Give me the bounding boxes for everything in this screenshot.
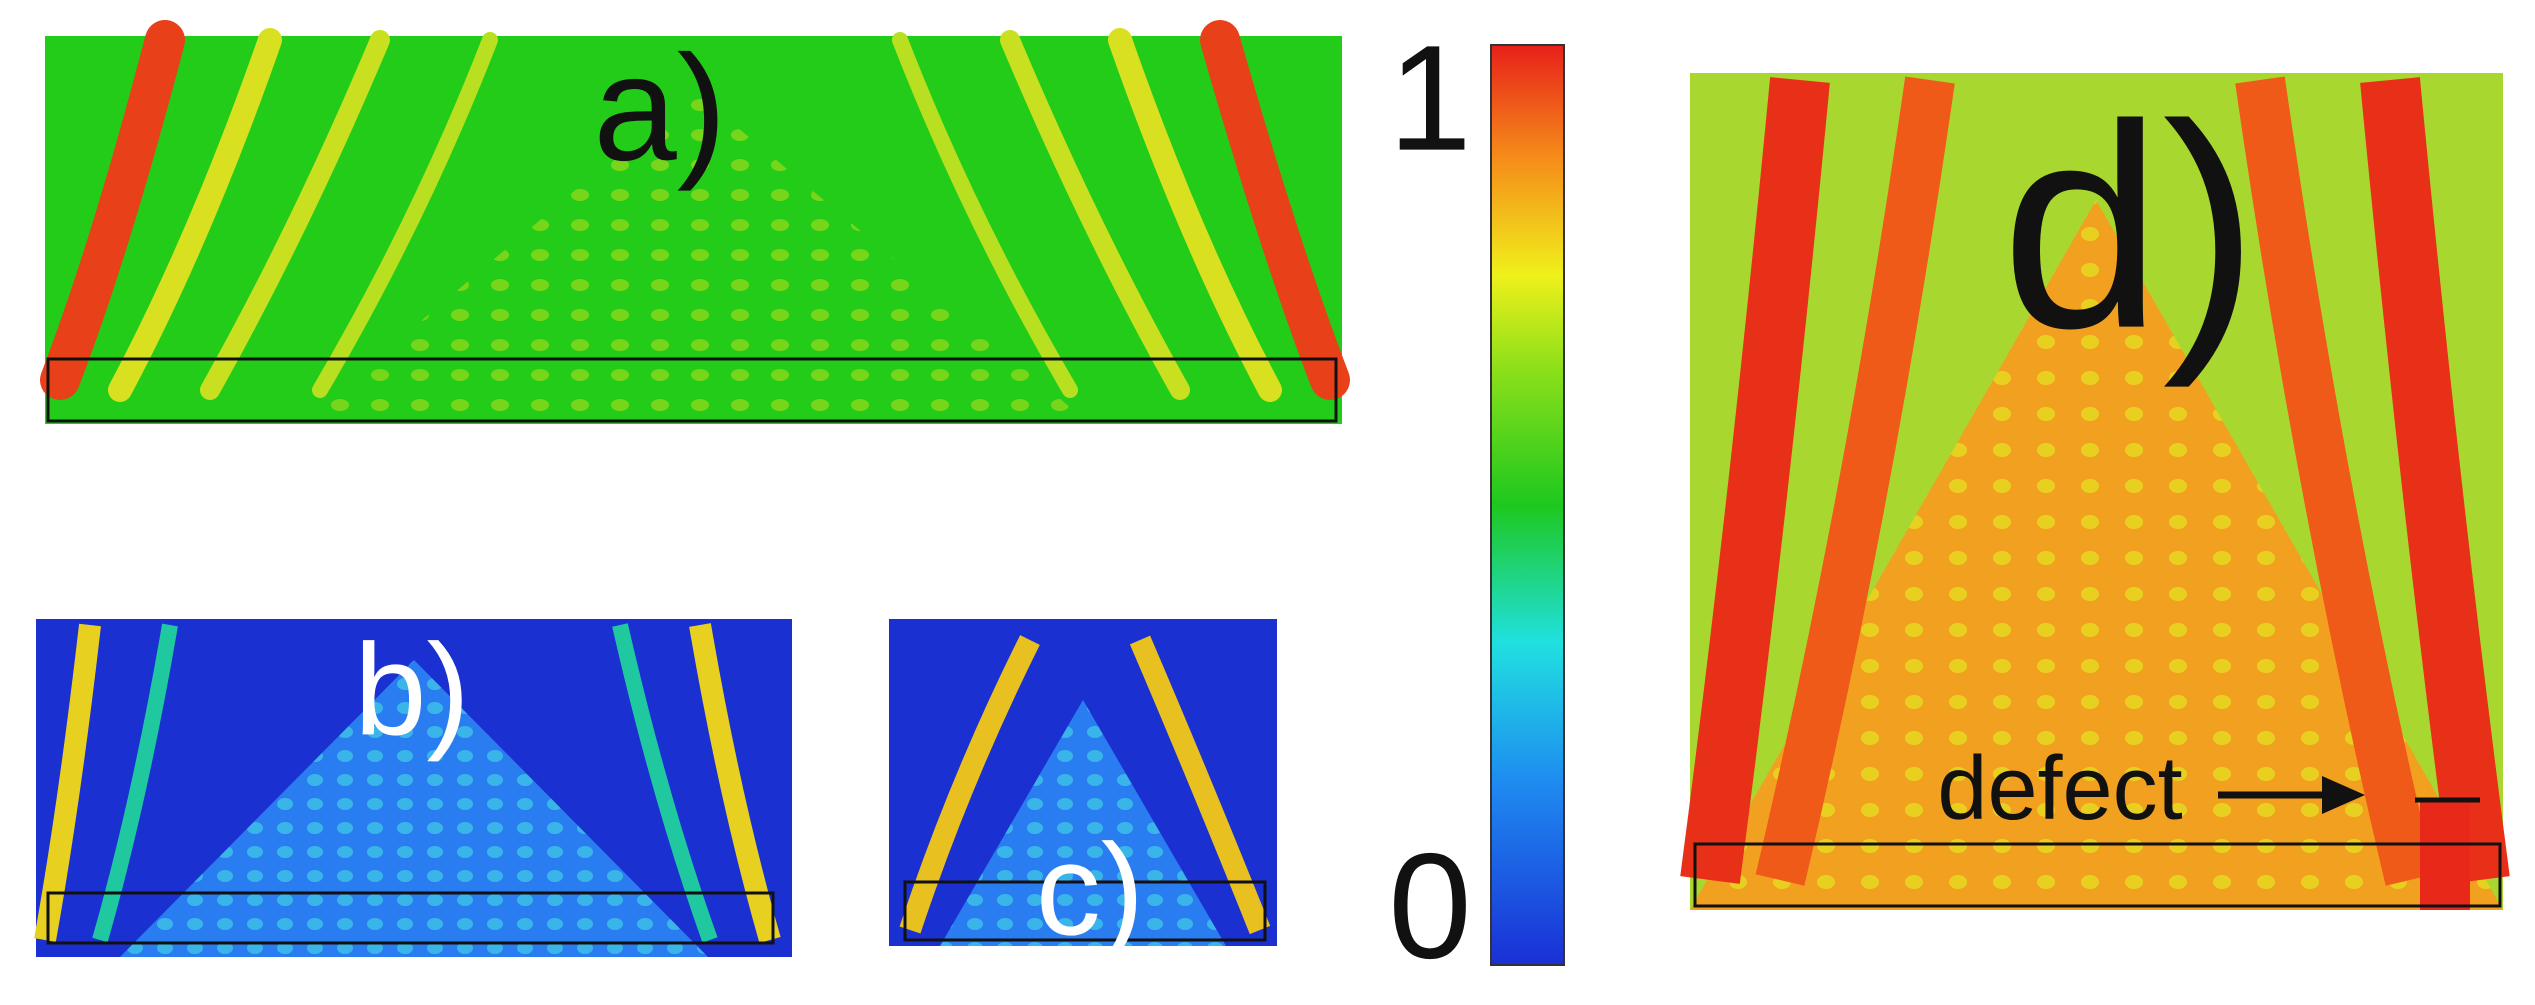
wave-stripes <box>899 635 1271 935</box>
stripe <box>92 623 178 943</box>
wave-stripes <box>34 623 781 944</box>
panel-label: c) <box>1036 816 1144 962</box>
stripe <box>40 20 185 400</box>
wave-stripes <box>40 20 1350 402</box>
panel-label: b) <box>354 616 470 762</box>
stripe <box>1755 76 1955 886</box>
stripe <box>2360 77 2510 884</box>
substrate-box <box>46 357 1338 423</box>
stripe <box>612 623 718 943</box>
stripe <box>2235 76 2435 886</box>
interference-pattern <box>300 90 1090 424</box>
substrate-box <box>46 891 775 945</box>
stripe <box>200 30 390 400</box>
panel-b: b) <box>34 616 792 957</box>
wave-stripes <box>1680 76 2510 886</box>
colorbar-max-label: 1 <box>1388 14 1471 182</box>
stripe <box>1000 30 1190 400</box>
stripe <box>108 28 282 402</box>
colorbar: 1 0 <box>1388 14 1565 990</box>
substrate-box <box>903 880 1267 942</box>
annotation: defect <box>1937 739 2182 839</box>
panel-d: d) defect <box>1680 65 2510 910</box>
stripe <box>689 623 781 944</box>
substrate-box <box>1693 842 2502 908</box>
panel-label: d) <box>2001 65 2259 390</box>
defect-region <box>2420 800 2470 910</box>
stripe <box>312 32 498 398</box>
panel-a: a) <box>40 20 1350 424</box>
panel-label: a) <box>593 24 726 192</box>
interference-pattern <box>120 660 708 957</box>
colorbar-gradient <box>1490 44 1565 966</box>
stripe <box>1200 20 1350 400</box>
arrow-head <box>2322 776 2365 814</box>
stripe <box>1680 77 1830 884</box>
stripe <box>1108 28 1282 402</box>
interference-pattern <box>940 700 1226 946</box>
panel-c: c) <box>889 619 1277 962</box>
stripe <box>892 32 1078 398</box>
stripe <box>1129 635 1271 935</box>
stripe <box>899 635 1040 934</box>
interference-pattern <box>1690 200 2503 910</box>
colorbar-min-label: 0 <box>1388 822 1471 990</box>
stripe <box>34 623 101 942</box>
